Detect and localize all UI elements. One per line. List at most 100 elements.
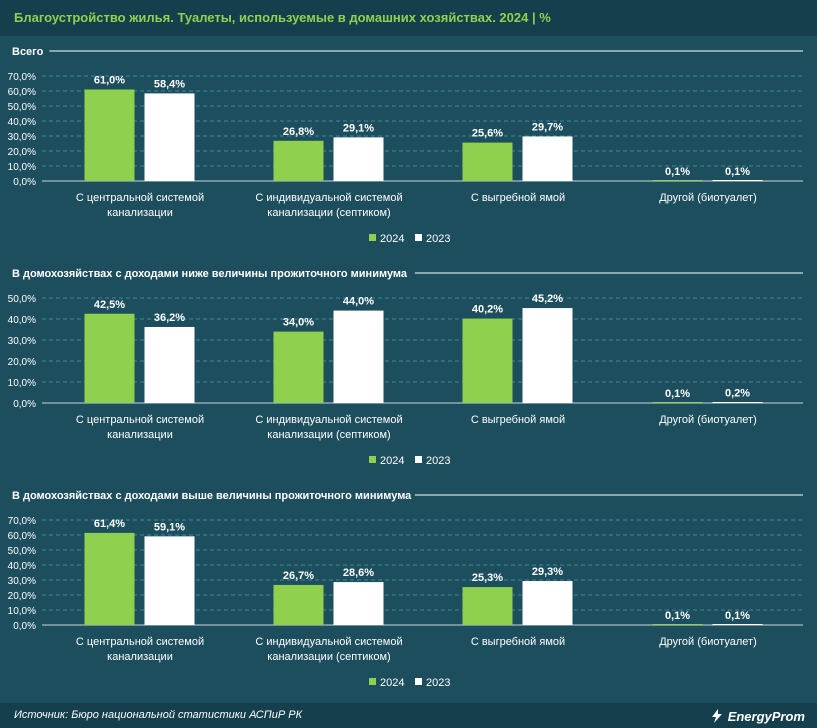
legend-swatch-2024 [369, 234, 376, 241]
bar-2024 [462, 142, 513, 181]
bar-2024 [84, 532, 135, 625]
lightning-icon [711, 709, 722, 723]
data-label: 0,1% [665, 388, 690, 400]
data-label: 61,0% [94, 75, 125, 87]
legend-swatch-2023 [415, 234, 422, 241]
bar-2023 [144, 536, 195, 625]
category-label: канализации (септиком) [267, 651, 390, 663]
category-label: С выгребной ямой [471, 192, 565, 204]
data-label: 59,1% [154, 521, 185, 533]
y-tick-label: 60,0% [8, 531, 36, 542]
y-tick-label: 30,0% [8, 336, 36, 347]
category-label: канализации (септиком) [267, 429, 390, 441]
y-tick-label: 0,0% [13, 177, 36, 188]
data-label: 0,1% [725, 166, 750, 178]
bar-2024 [273, 584, 324, 625]
y-tick-label: 50,0% [8, 294, 36, 305]
category-label: Другой (биотуалет) [659, 414, 757, 426]
chart-below-minimum: В домохозяйствах с доходами ниже величин… [8, 268, 803, 467]
category-label: С индивидуальной системой [255, 636, 402, 648]
data-label: 0,2% [725, 388, 750, 400]
category-label: С центральной системой [76, 636, 204, 648]
header-bar: Благоустройство жилья. Туалеты, использу… [0, 0, 817, 36]
data-label: 29,3% [532, 566, 563, 578]
y-tick-label: 0,0% [13, 621, 36, 632]
data-label: 42,5% [94, 299, 125, 311]
bar-2023 [712, 180, 763, 181]
y-tick-label: 40,0% [8, 315, 36, 326]
y-tick-label: 50,0% [8, 102, 36, 113]
data-label: 45,2% [532, 293, 563, 305]
bar-2024 [462, 587, 513, 625]
data-label: 0,1% [665, 610, 690, 622]
logo-text: EnergyProm [727, 708, 805, 724]
category-label: канализации [107, 207, 173, 219]
legend-swatch-2024 [369, 678, 376, 685]
y-tick-label: 20,0% [8, 357, 36, 368]
category-label: канализации [107, 651, 173, 663]
y-tick-label: 10,0% [8, 162, 36, 173]
legend-label: 2023 [426, 677, 450, 689]
data-label: 0,1% [665, 166, 690, 178]
data-label: 29,1% [343, 122, 374, 134]
chart-above-minimum: В домохозяйствах с доходами выше величин… [8, 490, 803, 689]
category-label: канализации (септиком) [267, 207, 390, 219]
category-label: С выгребной ямой [471, 636, 565, 648]
y-tick-label: 60,0% [8, 87, 36, 98]
data-label: 25,6% [472, 128, 503, 140]
data-label: 0,1% [725, 610, 750, 622]
section-title: В домохозяйствах с доходами выше величин… [12, 490, 412, 502]
bar-2023 [522, 581, 573, 625]
data-label: 61,4% [94, 518, 125, 530]
y-tick-label: 70,0% [8, 516, 36, 527]
y-tick-label: 10,0% [8, 606, 36, 617]
legend-label: 2023 [426, 455, 450, 467]
category-label: Другой (биотуалет) [659, 636, 757, 648]
category-label: канализации [107, 429, 173, 441]
bar-2024 [84, 89, 135, 181]
bar-2023 [144, 93, 195, 181]
y-tick-label: 40,0% [8, 117, 36, 128]
category-label: Другой (биотуалет) [659, 192, 757, 204]
category-label: С индивидуальной системой [255, 414, 402, 426]
legend-label: 2024 [380, 233, 404, 245]
category-label: С выгребной ямой [471, 414, 565, 426]
y-tick-label: 20,0% [8, 591, 36, 602]
section-title: Всего [12, 46, 44, 58]
y-tick-label: 10,0% [8, 378, 36, 389]
category-label: С центральной системой [76, 414, 204, 426]
bar-2024 [273, 140, 324, 181]
bar-2024 [273, 331, 324, 403]
bar-2024 [652, 624, 703, 625]
bar-2023 [333, 137, 384, 181]
bar-2023 [333, 310, 384, 403]
legend-label: 2023 [426, 233, 450, 245]
legend-label: 2024 [380, 677, 404, 689]
legend-swatch-2024 [369, 456, 376, 463]
bar-2023 [712, 402, 763, 403]
bar-2024 [84, 313, 135, 403]
category-label: С индивидуальной системой [255, 192, 402, 204]
y-tick-label: 40,0% [8, 561, 36, 572]
legend-swatch-2023 [415, 456, 422, 463]
legend-swatch-2023 [415, 678, 422, 685]
data-label: 36,2% [154, 312, 185, 324]
bar-2023 [522, 136, 573, 181]
chart-total: Всего 70,0% 60,0% 50,0% 40,0% 30,0% 20,0% 10,0%… [8, 46, 803, 245]
y-tick-label: 70,0% [8, 72, 36, 83]
section-title: В домохозяйствах с доходами ниже величин… [12, 268, 408, 280]
y-tick-label: 20,0% [8, 147, 36, 158]
category-label: С центральной системой [76, 192, 204, 204]
data-label: 58,4% [154, 78, 185, 90]
bar-2024 [652, 180, 703, 181]
bar-2024 [462, 318, 513, 403]
data-label: 25,3% [472, 572, 503, 584]
data-label: 28,6% [343, 567, 374, 579]
data-label: 26,8% [283, 126, 314, 138]
footer-bar: Источник: Бюро национальной статистики А… [0, 703, 817, 728]
y-tick-label: 0,0% [13, 399, 36, 410]
bar-2023 [333, 582, 384, 625]
data-label: 34,0% [283, 317, 314, 329]
legend-label: 2024 [380, 455, 404, 467]
data-label: 44,0% [343, 296, 374, 308]
